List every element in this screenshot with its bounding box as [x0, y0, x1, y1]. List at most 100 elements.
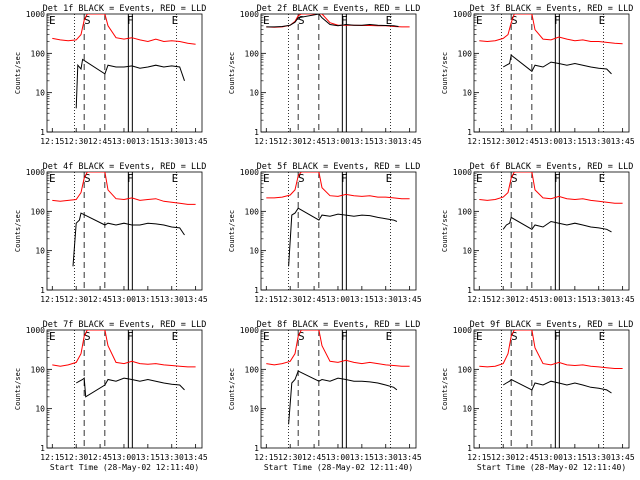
y-tick-label: 1: [467, 286, 472, 295]
x-tick-label: 12:45: [302, 295, 326, 304]
x-axis-label: Start Time (28-May-02 12:11:40): [477, 463, 626, 472]
x-tick-label: 12:15: [40, 453, 64, 462]
lld-series-line: [52, 172, 196, 205]
panel-title: Det 6f BLACK = Events, RED = LLD: [470, 162, 634, 172]
x-tick-label: 13:00: [539, 453, 563, 462]
y-tick-label: 1000: [26, 326, 45, 335]
x-tick-label: 13:30: [374, 137, 398, 146]
marker-letter: S: [84, 330, 91, 343]
marker-letter: E: [386, 14, 393, 27]
x-tick-label: 12:15: [467, 453, 491, 462]
x-tick-label: 13:00: [112, 295, 136, 304]
y-tick-label: 1000: [26, 10, 45, 19]
panel-title: Det 8f BLACK = Events, RED = LLD: [257, 320, 421, 330]
plot-frame: [46, 13, 203, 133]
x-tick-label: 13:45: [184, 295, 208, 304]
panel-5: Det 5f BLACK = Events, RED = LLD 1 10 100 10…: [228, 162, 422, 304]
x-tick-label: 12:45: [88, 137, 112, 146]
x-tick-label: 12:15: [40, 137, 64, 146]
marker-letter: S: [84, 172, 91, 185]
x-tick-label: 13:45: [398, 137, 422, 146]
marker-letter: E: [172, 330, 179, 343]
y-axis-label: Counts/sec: [228, 210, 236, 252]
x-tick-label: 13:15: [136, 453, 160, 462]
y-tick-label: 1: [467, 128, 472, 137]
marker-letter: E: [49, 330, 56, 343]
y-axis-label: Counts/sec: [14, 210, 22, 252]
marker-letter: F: [127, 14, 134, 27]
x-tick-label: 12:45: [302, 137, 326, 146]
x-tick-label: 12:30: [491, 295, 515, 304]
x-tick-label: 12:45: [515, 137, 539, 146]
marker-letter: F: [554, 14, 561, 27]
x-tick-label: 13:00: [539, 295, 563, 304]
y-tick-label: 1000: [453, 326, 472, 335]
marker-letter: S: [511, 330, 518, 343]
x-tick-label: 12:30: [64, 453, 88, 462]
panel-6: Det 6f BLACK = Events, RED = LLD 1 10 100 10…: [441, 162, 635, 304]
x-tick-label: 13:15: [563, 137, 587, 146]
y-tick-label: 1: [254, 128, 259, 137]
y-tick-label: 100: [458, 49, 473, 58]
x-tick-label: 12:15: [254, 453, 278, 462]
y-axis-label: Counts/sec: [441, 210, 449, 252]
y-tick-label: 10: [35, 89, 45, 98]
y-tick-label: 100: [245, 49, 260, 58]
x-tick-label: 13:30: [587, 453, 611, 462]
marker-letter: F: [341, 14, 348, 27]
x-tick-label: 12:15: [467, 137, 491, 146]
marker-letter: F: [554, 330, 561, 343]
plot-frame: [46, 171, 203, 291]
x-tick-label: 13:30: [587, 295, 611, 304]
y-tick-label: 100: [31, 365, 46, 374]
x-tick-label: 13:15: [350, 453, 374, 462]
plot-frame: [46, 329, 203, 449]
lld-series-line: [479, 330, 623, 369]
y-tick-label: 1: [40, 128, 45, 137]
plot-frame: [473, 171, 630, 291]
x-tick-label: 13:00: [326, 453, 350, 462]
x-axis-label: Start Time (28-May-02 12:11:40): [50, 463, 199, 472]
marker-letter: S: [511, 172, 518, 185]
marker-letter: E: [476, 172, 483, 185]
lld-series-line: [52, 330, 196, 368]
x-tick-label: 12:45: [302, 453, 326, 462]
x-tick-label: 13:30: [160, 453, 184, 462]
y-tick-label: 1: [40, 444, 45, 453]
lld-series-line: [52, 14, 196, 45]
events-series-line: [75, 377, 185, 398]
marker-letter: F: [341, 172, 348, 185]
panel-title: Det 7f BLACK = Events, RED = LLD: [43, 320, 207, 330]
marker-letter: S: [298, 330, 305, 343]
y-axis-label: Counts/sec: [441, 368, 449, 410]
x-tick-label: 13:30: [374, 295, 398, 304]
marker-letter: E: [263, 330, 270, 343]
panel-title: Det 3f BLACK = Events, RED = LLD: [470, 4, 634, 14]
events-series-line: [502, 216, 612, 233]
x-tick-label: 13:45: [611, 137, 635, 146]
events-series-line: [288, 207, 398, 267]
events-series-line: [72, 212, 185, 267]
y-tick-label: 100: [245, 365, 260, 374]
y-tick-label: 1: [254, 444, 259, 453]
y-axis-label: Counts/sec: [228, 52, 236, 94]
x-tick-label: 12:45: [515, 453, 539, 462]
x-tick-label: 12:45: [515, 295, 539, 304]
x-tick-label: 13:30: [587, 137, 611, 146]
marker-letter: E: [263, 172, 270, 185]
y-tick-label: 10: [35, 247, 45, 256]
x-tick-label: 12:15: [254, 137, 278, 146]
y-tick-label: 1000: [240, 326, 259, 335]
y-tick-label: 1000: [453, 10, 472, 19]
x-tick-label: 13:15: [563, 295, 587, 304]
y-tick-label: 10: [249, 405, 259, 414]
plot-frame: [260, 13, 417, 133]
x-tick-label: 13:15: [563, 453, 587, 462]
x-tick-label: 13:15: [350, 137, 374, 146]
y-axis-label: Counts/sec: [228, 368, 236, 410]
x-tick-label: 13:45: [611, 295, 635, 304]
events-series-line: [502, 54, 612, 75]
x-tick-label: 13:15: [136, 137, 160, 146]
x-tick-label: 12:30: [491, 453, 515, 462]
events-series-line: [266, 14, 399, 28]
